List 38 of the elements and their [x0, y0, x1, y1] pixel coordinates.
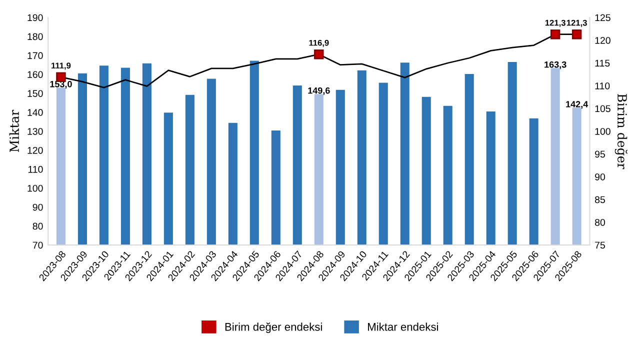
- data-label: 121,3: [566, 20, 587, 27]
- y2-tick-label: 90: [595, 173, 606, 180]
- y2-tick-label: 125: [595, 14, 610, 22]
- point: [550, 29, 560, 40]
- y2-tick-label: 80: [595, 218, 606, 226]
- y2-tick-label: 110: [595, 82, 610, 90]
- data-label: 142,4: [566, 100, 588, 109]
- y-tick-label: 130: [28, 128, 43, 135]
- y-tick-label: 170: [28, 52, 43, 60]
- y2-axis-title: Birim değer: [614, 94, 628, 170]
- data-label: 116,9: [309, 40, 329, 47]
- y-tick-label: 110: [28, 166, 43, 173]
- data-label: 111,9: [52, 62, 71, 70]
- y2-tick-label: 115: [595, 60, 610, 67]
- y-axis-title: Miktar: [9, 110, 20, 152]
- y-tick-label: 180: [28, 33, 43, 40]
- legend-label: Miktar endeksi: [368, 322, 438, 331]
- y2-tick-label: 95: [595, 150, 605, 158]
- y-tick-label: 150: [28, 90, 43, 97]
- data-label: 149,6: [308, 87, 330, 96]
- y-tick-label: 80: [32, 222, 43, 230]
- y-tick-label: 120: [28, 146, 43, 154]
- y-tick-label: 100: [28, 184, 43, 192]
- y-tick-label: 70: [32, 242, 43, 249]
- y2-tick-label: 75: [595, 242, 605, 249]
- y-tick-label: 90: [32, 204, 43, 211]
- data-label: 121,3: [545, 20, 566, 27]
- y2-tick-label: 105: [595, 105, 610, 112]
- y-tick-label: 190: [28, 14, 43, 22]
- y-tick-label: 140: [28, 109, 43, 116]
- y2-tick-label: 120: [595, 36, 610, 44]
- y-tick-label: 160: [28, 71, 43, 78]
- data-label: 163,3: [544, 61, 566, 70]
- y2-tick-label: 85: [595, 196, 605, 204]
- point: [314, 49, 324, 60]
- legend-label: Birim değer endeksi: [225, 322, 322, 333]
- point: [572, 29, 582, 40]
- y2-tick-label: 100: [595, 128, 610, 135]
